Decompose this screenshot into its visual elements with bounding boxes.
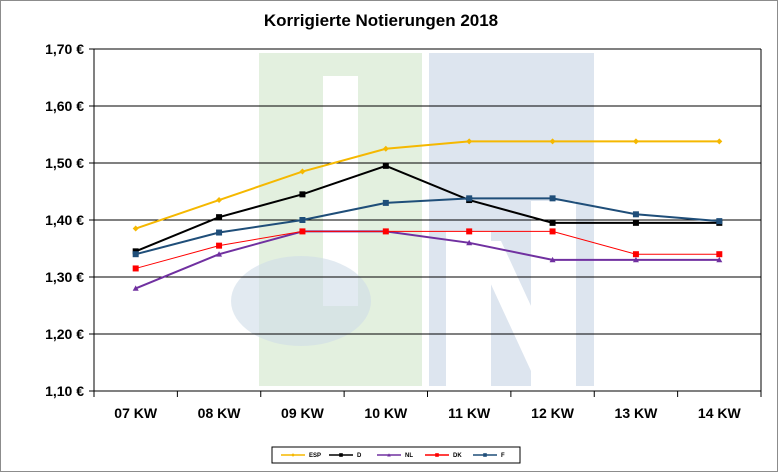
data-point <box>632 138 639 145</box>
legend-marker <box>387 453 391 457</box>
series-dk <box>132 228 723 272</box>
y-tick-label: 1,60 € <box>45 98 84 114</box>
data-point <box>132 265 139 272</box>
grid <box>89 48 762 392</box>
legend-label: F <box>501 453 505 459</box>
data-point <box>466 228 473 235</box>
series-line <box>135 230 720 290</box>
data-point <box>716 138 723 145</box>
x-tick-label: 13 KW <box>615 405 659 421</box>
series-nl <box>132 228 723 291</box>
data-point <box>382 145 389 152</box>
legend-marker <box>435 453 439 457</box>
data-point <box>299 217 306 223</box>
series-lines <box>132 138 723 291</box>
series-line <box>135 164 720 253</box>
x-tick-label: 14 KW <box>698 405 742 421</box>
y-tick-label: 1,10 € <box>45 383 84 399</box>
series-f <box>132 195 723 258</box>
legend-label: NL <box>405 453 413 459</box>
data-point <box>716 256 723 263</box>
data-point <box>216 242 223 249</box>
legend-entry-dk: DK <box>425 453 462 459</box>
x-axis-ticks: 07 KW 08 KW 09 KW 10 KW 11 KW 12 KW 13 KW 14 KW <box>93 391 762 421</box>
x-tick-label: 11 KW <box>448 405 491 421</box>
data-point <box>466 195 473 202</box>
data-point <box>466 138 473 145</box>
data-point <box>216 251 223 257</box>
data-point <box>632 219 639 226</box>
series-line <box>135 230 720 269</box>
legend-entry-nl: NL <box>377 453 413 459</box>
data-point <box>132 251 139 258</box>
series-d <box>132 162 723 255</box>
legend-label: D <box>357 453 362 459</box>
data-point <box>216 214 223 221</box>
y-tick-label: 1,40 € <box>45 212 84 228</box>
legend: ESP D NL DK F <box>271 446 521 464</box>
legend-label: DK <box>453 453 462 459</box>
data-point <box>632 256 639 263</box>
series-esp <box>132 138 723 232</box>
data-point <box>716 251 723 258</box>
data-point <box>549 228 556 235</box>
data-point <box>549 195 556 202</box>
data-point <box>216 197 223 204</box>
legend-entry-esp: ESP <box>281 453 321 459</box>
data-point <box>632 211 639 218</box>
data-point <box>132 285 139 291</box>
chart-title: Korrigierte Notierungen 2018 <box>264 11 498 30</box>
data-point <box>549 219 556 226</box>
legend-label: ESP <box>309 453 321 459</box>
data-point <box>549 138 556 145</box>
x-tick-label: 08 KW <box>198 405 242 421</box>
x-tick-label: 12 KW <box>531 405 575 421</box>
data-point <box>549 256 556 263</box>
x-tick-label: 07 KW <box>114 405 158 421</box>
data-point <box>132 225 139 232</box>
data-point <box>299 228 306 235</box>
y-tick-label: 1,30 € <box>45 269 84 285</box>
data-point <box>382 199 389 206</box>
y-tick-label: 1,70 € <box>45 41 84 57</box>
y-tick-label: 1,50 € <box>45 155 84 171</box>
legend-marker <box>339 453 343 457</box>
legend-entry-f: F <box>473 453 505 459</box>
y-axis-ticks: 1,10 € 1,20 € 1,30 € 1,40 € 1,50 € 1,60 € 1,70… <box>45 41 84 399</box>
data-point <box>382 162 389 169</box>
y-tick-label: 1,20 € <box>45 326 84 342</box>
data-point <box>216 229 223 236</box>
series-line <box>135 197 720 256</box>
legend-marker <box>291 453 295 457</box>
x-tick-label: 09 KW <box>281 405 325 421</box>
data-point <box>716 218 723 225</box>
legend-entry-d: D <box>329 453 362 459</box>
data-point <box>299 191 306 198</box>
data-point <box>382 228 389 235</box>
data-point <box>466 239 473 246</box>
x-tick-label: 10 KW <box>364 405 408 421</box>
legend-marker <box>483 453 487 457</box>
data-point <box>299 168 306 175</box>
series-line <box>135 140 720 230</box>
data-point <box>632 251 639 258</box>
